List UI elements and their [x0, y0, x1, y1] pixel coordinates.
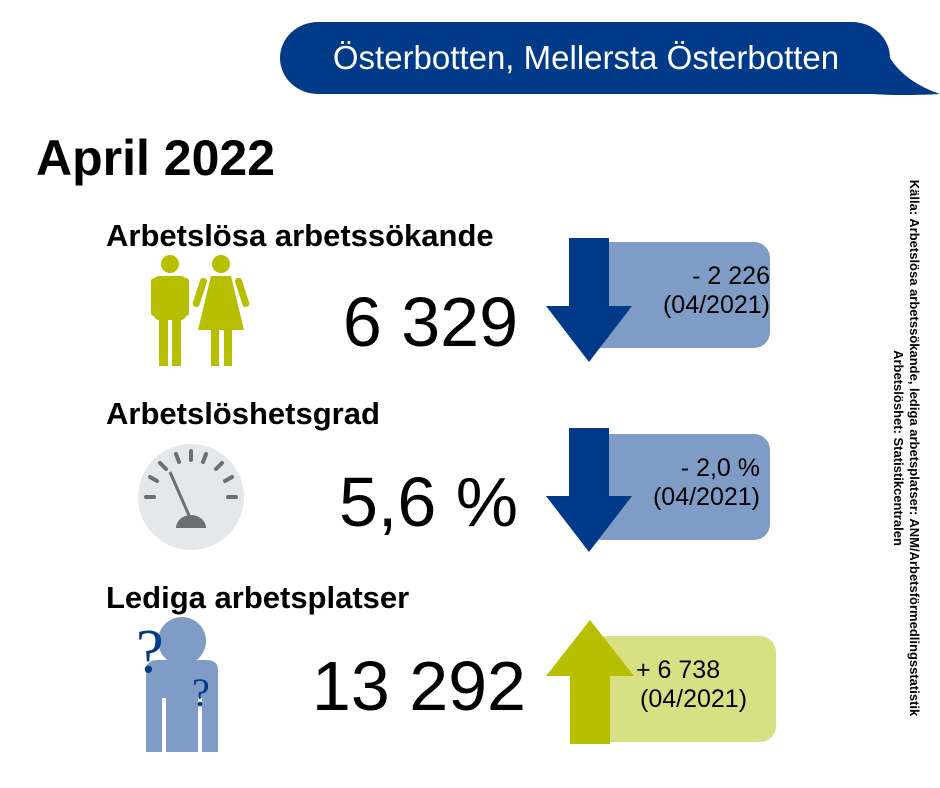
vacancies-change-reference: (04/2021) — [640, 685, 748, 713]
region-bubble — [280, 22, 940, 95]
source-line-1: Källa: Arbetslösa arbetssökande, lediga … — [907, 179, 922, 717]
unemployed-change-value: - 2 226 — [692, 262, 770, 290]
gauge-icon — [138, 444, 244, 550]
source-line-2: Arbetslöshet: Statistikcentralen — [891, 350, 906, 546]
svg-text:?: ? — [192, 670, 210, 715]
decrease-arrow-icon — [546, 238, 770, 362]
unemployment-rate-value: 5,6 % — [339, 463, 518, 541]
unemployment-rate-change: - 2,0 % (04/2021) — [590, 454, 760, 512]
unemployment-rate-change-reference: (04/2021) — [652, 483, 760, 511]
unemployed-change: - 2 226 (04/2021) — [600, 262, 770, 320]
man-woman-icon — [151, 255, 250, 366]
source-note: Källa: Arbetslösa arbetssökande, lediga … — [878, 168, 922, 728]
vacancies-label: Lediga arbetsplatser — [106, 580, 410, 615]
vacancies-value: 13 292 — [311, 647, 526, 725]
increase-arrow-icon — [546, 620, 776, 744]
region-title: Österbotten, Mellersta Österbotten — [332, 39, 840, 76]
unemployed-label: Arbetslösa arbetssökande — [106, 218, 494, 253]
vacancies-change: + 6 738 (04/2021) — [610, 656, 770, 714]
person-question-icon: ? ? — [136, 617, 218, 752]
vacancies-change-value: + 6 738 — [636, 656, 721, 684]
unemployment-rate-label: Arbetslöshetsgrad — [106, 396, 380, 431]
decrease-arrow-icon — [546, 428, 770, 552]
unemployment-rate-change-value: - 2,0 % — [680, 454, 760, 482]
svg-text:?: ? — [136, 618, 164, 686]
unemployed-value: 6 329 — [342, 283, 518, 361]
unemployed-change-reference: (04/2021) — [662, 291, 770, 319]
period-title: April 2022 — [36, 130, 276, 186]
